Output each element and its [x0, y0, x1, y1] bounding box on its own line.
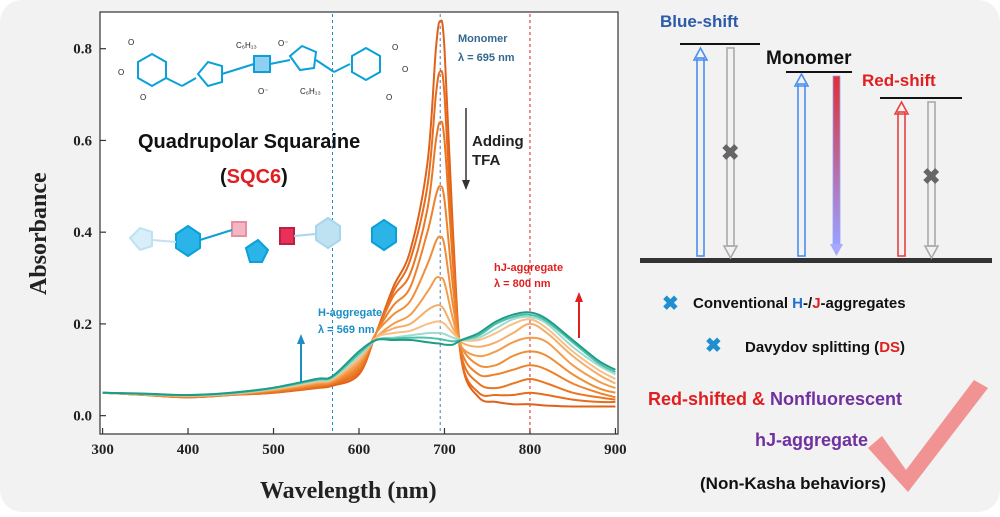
conclusion-line1: Red-shifted & Nonfluorescent	[648, 389, 902, 409]
axis-ticks: 300 400 500 600 700 800 900 0.0 0.2 0.4 0.6 0.8	[73, 42, 626, 458]
svg-text:O: O	[392, 43, 398, 52]
forbidden-mark-icon: ✖	[721, 140, 739, 165]
red-shift-label: Red-shift	[862, 71, 936, 90]
monomer-wavelength: λ = 695 nm	[458, 52, 515, 64]
forbidden-mark-icon: ✖	[922, 164, 940, 189]
conventional-aggregates-text: Conventional H-/J-aggregates	[693, 295, 906, 312]
svg-text:O⁻: O⁻	[258, 87, 268, 96]
h-aggregate-label: H-aggregate	[318, 307, 382, 319]
conclusion-hj-aggregate: hJ-aggregate	[755, 430, 868, 450]
x-tick-label: 400	[177, 442, 200, 458]
red-shift-arrows: ✖	[893, 100, 940, 260]
y-tick-label: 0.4	[73, 225, 92, 241]
davydov-text: Davydov splitting (DS)	[745, 339, 905, 356]
svg-text:O: O	[128, 38, 134, 47]
y-tick-label: 0.2	[73, 317, 92, 333]
cross-icon: ✖	[705, 335, 722, 357]
y-tick-label: 0.6	[73, 133, 92, 149]
y-tick-label: 0.8	[73, 42, 92, 58]
svg-text:O: O	[402, 65, 408, 74]
x-tick-label: 700	[433, 442, 456, 458]
adding-label: Adding	[472, 133, 524, 150]
hj-aggregate-label: hJ-aggregate	[494, 262, 563, 274]
x-tick-label: 500	[262, 442, 285, 458]
svg-text:O: O	[140, 93, 146, 102]
cross-icon: ✖	[662, 293, 679, 315]
energy-level-diagram: ✖ ✖ Blue-shift Monomer Red-shift ✖ Conve…	[640, 12, 992, 493]
svg-text:O⁻: O⁻	[278, 39, 288, 48]
ground-state-line	[640, 258, 992, 263]
monomer-label: Monomer	[458, 33, 508, 45]
x-tick-label: 600	[348, 442, 371, 458]
svg-text:O: O	[118, 68, 124, 77]
conclusion-non-kasha: (Non-Kasha behaviors)	[700, 474, 886, 493]
tfa-label: TFA	[472, 152, 500, 169]
monomer-level-label: Monomer	[766, 48, 852, 69]
squaraine-structure-illustration: O O O C₆H₁₃ O⁻ O⁻ C₆H₁₃ O O O	[118, 38, 408, 263]
spectrum-curve	[102, 311, 616, 397]
x-tick-label: 800	[519, 442, 542, 458]
compound-code: (SQC6)	[220, 166, 288, 188]
x-tick-label: 900	[604, 442, 627, 458]
monomer-arrows	[793, 72, 843, 257]
svg-text:C₆H₁₃: C₆H₁₃	[300, 87, 321, 96]
blue-shift-arrows: ✖	[692, 46, 739, 260]
svg-text:C₆H₁₃: C₆H₁₃	[236, 41, 257, 50]
spectra-series	[102, 19, 616, 408]
h-aggregate-wavelength: λ = 569 nm	[318, 324, 375, 336]
chart-annotations: Monomer λ = 695 nm Adding TFA hJ-aggrega…	[318, 33, 563, 336]
checkmark-icon	[868, 380, 988, 492]
svg-text:O: O	[386, 93, 392, 102]
x-tick-label: 300	[91, 442, 114, 458]
x-axis-label: Wavelength (nm)	[260, 478, 437, 504]
compound-title: Quadrupolar Squaraine	[138, 131, 360, 153]
blue-shift-label: Blue-shift	[660, 12, 739, 31]
trend-arrows	[297, 108, 583, 382]
y-tick-label: 0.0	[73, 409, 92, 425]
absorbance-chart: 300 400 500 600 700 800 900 0.0 0.2 0.4 0.6 0.8 Wav…	[26, 11, 627, 504]
y-axis-label: Absorbance	[26, 172, 52, 295]
hj-aggregate-wavelength: λ = 800 nm	[494, 278, 551, 290]
